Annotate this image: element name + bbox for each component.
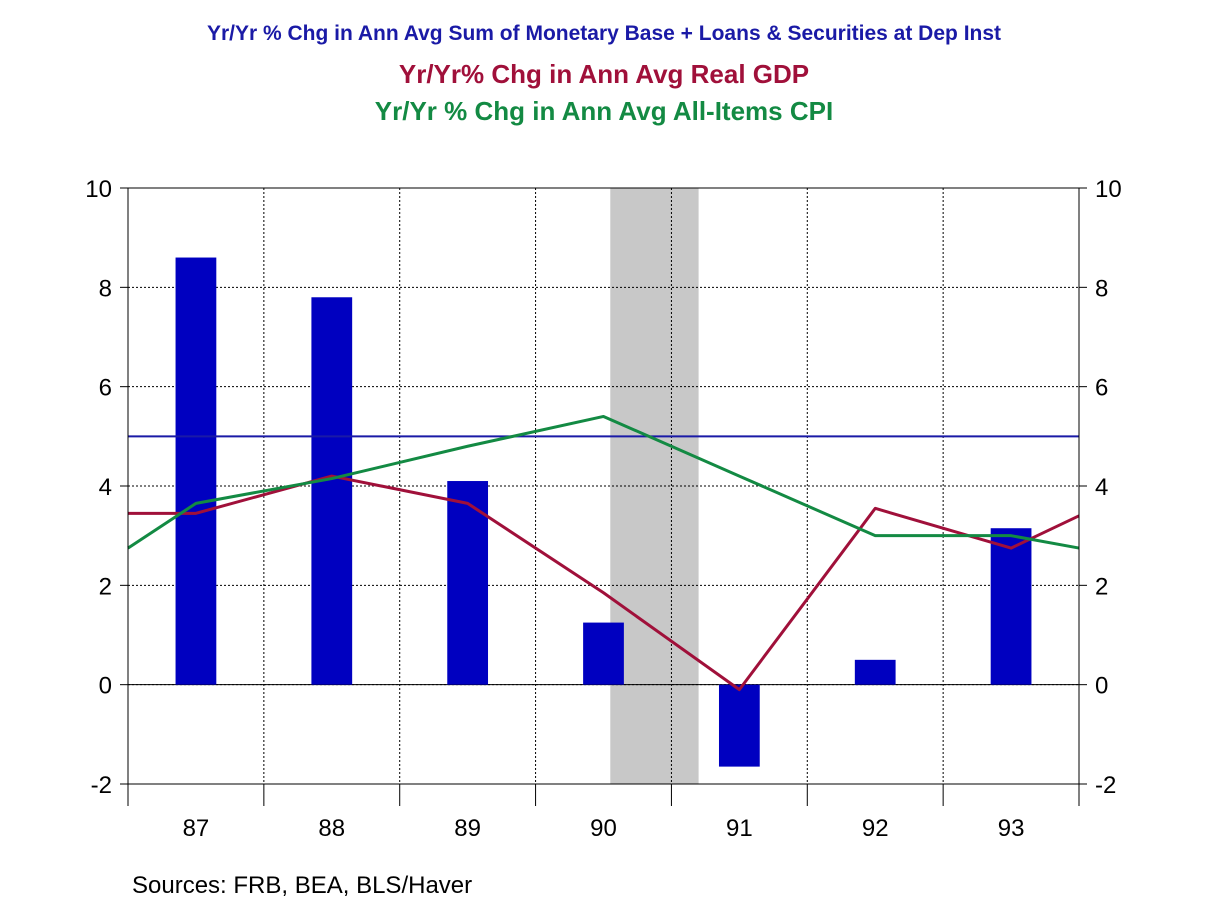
x-tick-label: 93 [998, 815, 1025, 842]
x-tick-label: 87 [183, 815, 210, 842]
bar-series [175, 257, 1032, 767]
x-tick-label: 88 [318, 815, 345, 842]
right-y-tick-label: 0 [1095, 673, 1108, 700]
bar [311, 297, 353, 685]
left-y-tick-label: 6 [99, 375, 112, 402]
right-y-tick-label: -2 [1095, 772, 1116, 799]
axes [120, 187, 1087, 806]
x-tick-label: 92 [862, 815, 889, 842]
bar [447, 481, 489, 685]
cpi-line [127, 414, 1080, 550]
bar [990, 528, 1032, 685]
right-y-tick-label: 8 [1095, 275, 1108, 302]
x-tick-label: 90 [590, 815, 617, 842]
left-y-tick-label: 8 [99, 275, 112, 302]
left-y-tick-label: 10 [85, 176, 112, 203]
chart-title-gdp: Yr/Yr% Chg in Ann Avg Real GDP [398, 59, 810, 89]
line-series-layer [127, 414, 1080, 692]
chart-title-cpi: Yr/Yr % Chg in Ann Avg All-Items CPI [374, 96, 834, 126]
bar [718, 684, 760, 767]
bar [175, 257, 217, 685]
left-y-tick-label: 0 [99, 673, 112, 700]
right-y-tick-label: 4 [1095, 474, 1108, 501]
source-note: Sources: FRB, BEA, BLS/Haver [132, 872, 473, 899]
right-y-tick-label: 10 [1095, 176, 1122, 203]
chart-title-money: Yr/Yr % Chg in Ann Avg Sum of Monetary B… [206, 22, 1002, 45]
gridlines [128, 188, 1079, 784]
bar [854, 659, 896, 685]
x-tick-label: 89 [454, 815, 481, 842]
bar [583, 622, 624, 685]
left-y-tick-label: 2 [99, 573, 112, 600]
left-y-tick-label: -2 [91, 772, 112, 799]
x-tick-label: 91 [726, 815, 753, 842]
right-y-tick-label: 6 [1095, 375, 1108, 402]
tick-labels: 10 108 86 64 42 20 0-2 -287 88 89 90 91 92 93 [85, 176, 1121, 842]
right-y-tick-label: 2 [1095, 573, 1108, 600]
left-y-tick-label: 4 [99, 474, 112, 501]
